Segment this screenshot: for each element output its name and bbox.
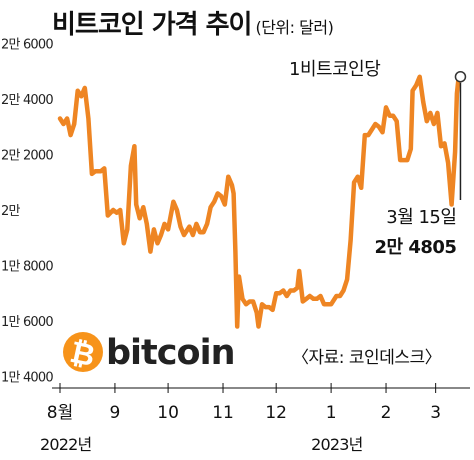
y-tick-label: 2만 6000 xyxy=(1,38,53,53)
chart-title-block: 비트코인 가격 추이 (단위: 달러) xyxy=(52,4,334,41)
x-tick-label: 2 xyxy=(381,403,392,423)
chart-labels: 1비트코인당 3월 15일 2만 4805 〈자료: 코인데스크〉 ₿ bitcoin xyxy=(63,59,467,374)
series-group xyxy=(57,74,463,329)
y-tick-label: 1만 4000 xyxy=(1,370,53,385)
y-tick-label: 2만 4000 xyxy=(1,93,53,108)
x-tick-label: 11 xyxy=(212,403,234,423)
x-tick-label: 10 xyxy=(157,403,179,423)
annotation-date-label: 3월 15일 xyxy=(386,207,456,228)
annotation-marker xyxy=(454,70,467,83)
y-tick-label: 1만 6000 xyxy=(1,315,53,330)
y-axis-ticks: 1만 4000 1만 6000 1만 8000 2만 2만 2000 2만 4000 2만 … xyxy=(1,38,54,386)
bitcoin-logo: ₿ bitcoin xyxy=(63,332,236,374)
bitcoin-coin-icon xyxy=(63,332,103,372)
bitcoin-wordmark: bitcoin xyxy=(106,333,235,373)
x-tick-label: 1 xyxy=(326,403,337,423)
series-name-label: 1비트코인당 xyxy=(289,59,380,80)
chart-title: 비트코인 가격 추이 xyxy=(52,10,252,40)
source-label: 〈자료: 코인데스크〉 xyxy=(292,348,441,368)
y-tick-label: 1만 8000 xyxy=(1,259,53,274)
y-tick-label: 2만 2000 xyxy=(1,149,53,164)
x-tick-label: 8월 xyxy=(47,403,73,423)
x-tick-label: 3 xyxy=(430,403,441,423)
annotation-value-label: 2만 4805 xyxy=(375,237,457,258)
x-tick-label: 12 xyxy=(265,403,287,423)
year-label: 2022년 xyxy=(40,435,92,454)
x-tick-label: 9 xyxy=(110,403,121,423)
chart-unit: (단위: 달러) xyxy=(255,18,334,37)
series-line xyxy=(57,74,463,329)
year-label: 2023년 xyxy=(311,435,363,454)
y-tick-label: 2만 xyxy=(1,204,20,219)
